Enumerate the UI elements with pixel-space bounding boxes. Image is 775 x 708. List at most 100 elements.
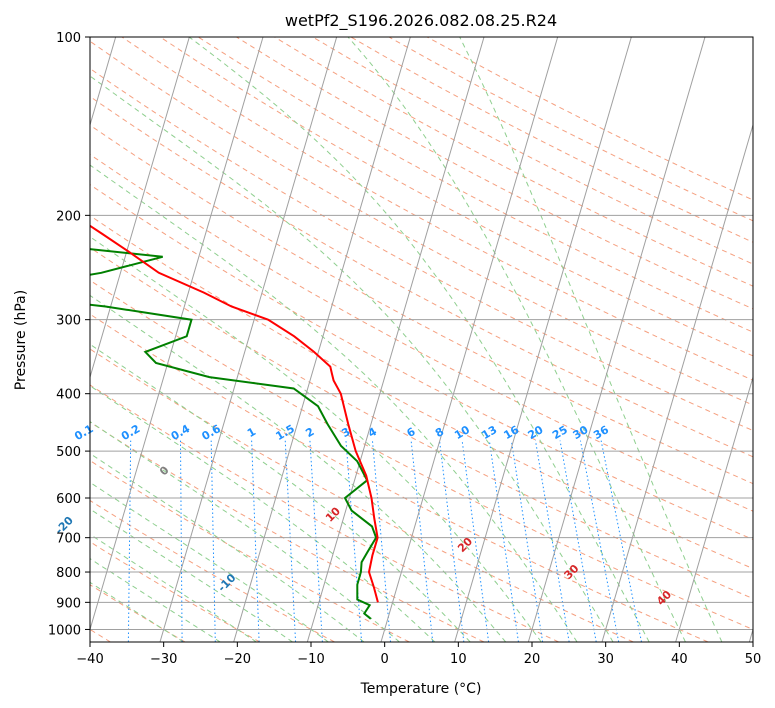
moist-adiabat-line [90, 533, 257, 642]
temperature-line [90, 224, 379, 603]
dry-adiabat-line [197, 37, 753, 333]
isobars [90, 37, 753, 630]
moist-adiabat-line [188, 37, 650, 642]
dry-adiabat-line [90, 584, 186, 642]
mixing-ratio-line [488, 440, 519, 642]
dry-adiabat-line [312, 37, 753, 265]
dry-adiabat-line [90, 279, 753, 630]
dry-adiabat-line [90, 184, 753, 541]
dry-adiabat-line [90, 421, 485, 642]
y-axis-label: Pressure (hPa) [13, 290, 29, 390]
y-tick-label: 300 [56, 314, 81, 329]
mixing-ratio-line [345, 440, 363, 642]
mixing-ratio-label: 16 [501, 423, 521, 442]
moist-adiabat-line [90, 236, 542, 642]
dry-adiabat-line [90, 95, 753, 458]
y-tick-label: 600 [56, 492, 81, 507]
moist-adiabat-line [90, 421, 400, 642]
dry-adiabat-line [90, 246, 753, 600]
y-tick-label: 200 [56, 209, 81, 224]
mixing-ratio-line [284, 440, 297, 642]
mixing-ratio-line [410, 440, 434, 642]
y-tick-label: 900 [56, 596, 81, 611]
dry-adiabat-line [90, 40, 753, 406]
moist-adiabat-label: 0 [157, 463, 172, 478]
isotherm-line [380, 37, 559, 642]
isotherm-line [90, 37, 190, 379]
chart-title: wetPf2_S196.2026.082.08.25.R24 [285, 11, 557, 31]
y-tick-label: 500 [56, 445, 81, 460]
moist-adiabat-line [90, 294, 507, 642]
moist-adiabat-label: 40 [654, 588, 674, 608]
dry-adiabat-line [90, 384, 559, 642]
dry-adiabat-line [90, 67, 753, 432]
moist-adiabat-line [90, 481, 329, 642]
profile-traces [90, 224, 379, 620]
moist-adiabat-line [90, 343, 471, 642]
dry-adiabats [90, 37, 753, 642]
moist-adiabat-line [459, 37, 723, 642]
background-grid [90, 37, 753, 642]
mixing-ratio-line [179, 440, 183, 642]
mixing-ratio-label: 0.1 [72, 422, 95, 443]
isotherm-line [601, 123, 753, 642]
dry-adiabat-label: -10 [215, 571, 238, 594]
mixing-ratio-label: 20 [526, 423, 546, 442]
isotherms [90, 37, 753, 642]
mixing-ratio-line [439, 440, 465, 642]
y-tick-label: 400 [56, 388, 81, 403]
plot-frame [89, 36, 754, 643]
dry-adiabat-line [236, 37, 753, 310]
moist-adiabats [90, 37, 723, 642]
dry-adiabat-line [90, 215, 753, 570]
y-axis: 100 200 300 400 500 600 700 800 900 1000 [48, 31, 90, 638]
x-tick-label: 0 [381, 652, 389, 667]
x-tick-label: 40 [671, 652, 688, 667]
mixing-ratio-label: 0.2 [119, 422, 142, 443]
isotherm-line [306, 37, 485, 642]
x-tick-label: −20 [224, 652, 251, 667]
mixing-ratio-line [510, 440, 544, 642]
moist-adiabat-line [347, 37, 686, 642]
mixing-ratio-label: 0.4 [169, 422, 193, 443]
mixing-ratio-line [251, 440, 260, 642]
x-tick-label: −30 [150, 652, 177, 667]
mixing-ratio-label: 6 [405, 425, 418, 440]
dry-adiabat-line [90, 348, 634, 642]
x-tick-label: 50 [745, 652, 762, 667]
x-tick-label: 20 [524, 652, 541, 667]
x-axis: −40 −30 −20 −10 0 10 20 30 40 50 [76, 642, 761, 667]
isotherm-line [527, 37, 706, 642]
moist-adiabat-line [90, 452, 365, 642]
mixing-ratio-label: 13 [479, 423, 499, 442]
mixing-ratio-line [127, 440, 132, 642]
x-tick-label: 10 [450, 652, 467, 667]
dry-adiabat-line [274, 37, 753, 287]
isotherm-line [233, 37, 411, 642]
y-tick-label: 1000 [48, 623, 81, 638]
mixing-ratio-label: 36 [591, 423, 611, 442]
dry-adiabat-line [90, 541, 261, 642]
mixing-ratio-line [461, 440, 490, 642]
mixing-ratio-line [210, 440, 216, 642]
x-tick-label: −10 [297, 652, 324, 667]
mixing-ratio-label: 0.6 [199, 422, 223, 443]
mixing-ratio-label: 1 [245, 425, 258, 440]
isotherm-line [90, 37, 264, 632]
dewpoint-line [90, 248, 378, 620]
moist-adiabat-line [90, 385, 436, 642]
moist-adiabat-line [90, 164, 578, 642]
dry-adiabat-line [90, 313, 709, 642]
dry-adiabat-line [90, 124, 753, 485]
dry-adiabat-line [90, 153, 753, 512]
dry-adiabat-line [350, 37, 753, 243]
moist-adiabat-line [90, 75, 614, 642]
y-tick-label: 100 [56, 31, 81, 46]
moist-adiabat-label: 30 [562, 562, 582, 582]
y-tick-label: 700 [56, 532, 81, 547]
isotherm-line [675, 375, 753, 642]
isotherm-line [159, 37, 338, 642]
dry-adiabat-line [121, 37, 753, 381]
y-tick-label: 800 [56, 566, 81, 581]
